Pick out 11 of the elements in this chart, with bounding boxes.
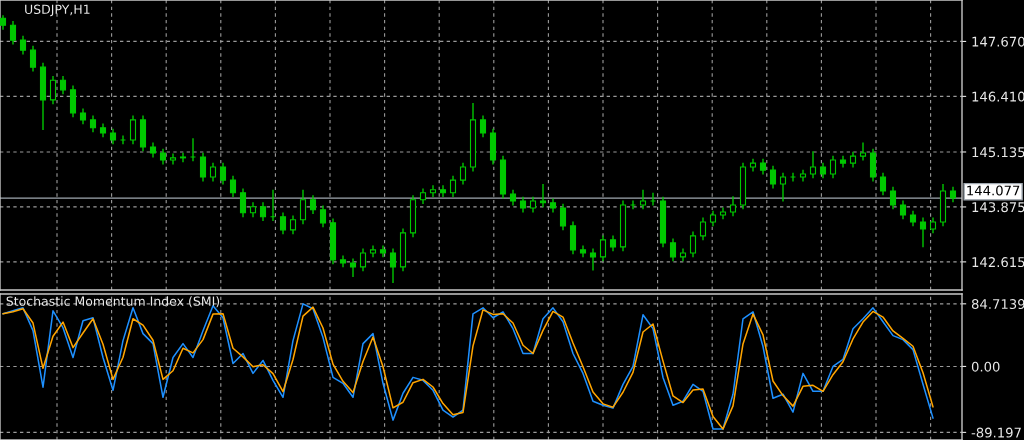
chart-title: USDJPY,H1: [25, 4, 90, 17]
y-tick-label: 146.410: [972, 91, 1024, 102]
y-tick-label: 142.615: [972, 257, 1024, 268]
y-tick-label: 145.135: [972, 147, 1024, 158]
ref-line-label: 144.077: [967, 185, 1020, 196]
y-tick-label: 0.00: [971, 361, 1000, 372]
y-tick-label: -89.197: [971, 427, 1021, 438]
y-tick-label: 143.875: [972, 202, 1024, 213]
y-tick-label: 147.670: [972, 36, 1024, 47]
y-tick-label: 84.7139: [971, 299, 1024, 310]
chart-title: Stochastic Momentum Index (SMI): [6, 296, 220, 308]
